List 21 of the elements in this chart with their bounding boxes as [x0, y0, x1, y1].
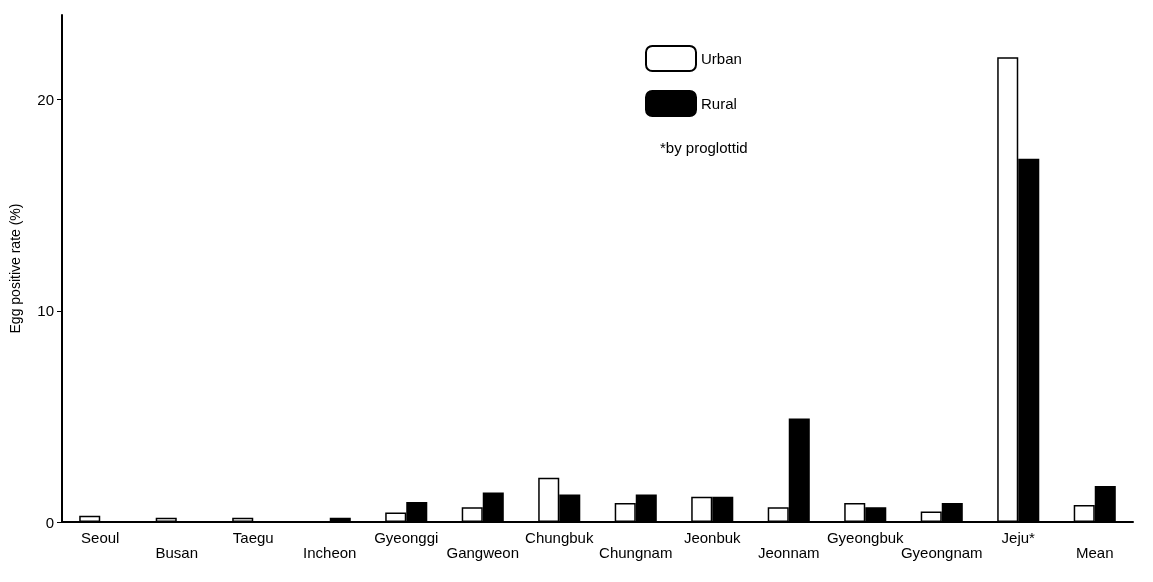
- x-tick-label: Jeonnam: [757, 544, 820, 561]
- x-tick-label: Mean: [1075, 544, 1114, 561]
- annotation: *by proglottid: [660, 139, 748, 156]
- legend-label: Rural: [701, 95, 737, 112]
- y-tick-label: 10: [37, 302, 54, 320]
- legend-label: Urban: [701, 50, 742, 67]
- x-tick-label: Chungbuk: [525, 529, 594, 546]
- y-tick-label: 20: [37, 91, 54, 108]
- x-tick-label: Gyeongbuk: [826, 529, 905, 546]
- x-tick-label: Incheon: [303, 544, 357, 561]
- x-tick-label: Gangweon: [446, 544, 520, 561]
- x-tick-label: Busan: [155, 544, 199, 561]
- y-axis-title: Egg positive rate (%): [7, 203, 23, 334]
- x-tick-label: Gyeonggi: [374, 529, 439, 546]
- x-tick-label: Taegu: [232, 529, 274, 546]
- y-tick-label: 0: [45, 513, 54, 531]
- x-tick-label: Chungnam: [599, 544, 673, 561]
- x-tick-label: Jeonbuk: [683, 529, 742, 546]
- x-tick-label: Gyeongnam: [900, 544, 983, 561]
- x-tick-label: Seoul: [81, 529, 120, 546]
- x-tick-label: Jeju*: [1001, 529, 1036, 546]
